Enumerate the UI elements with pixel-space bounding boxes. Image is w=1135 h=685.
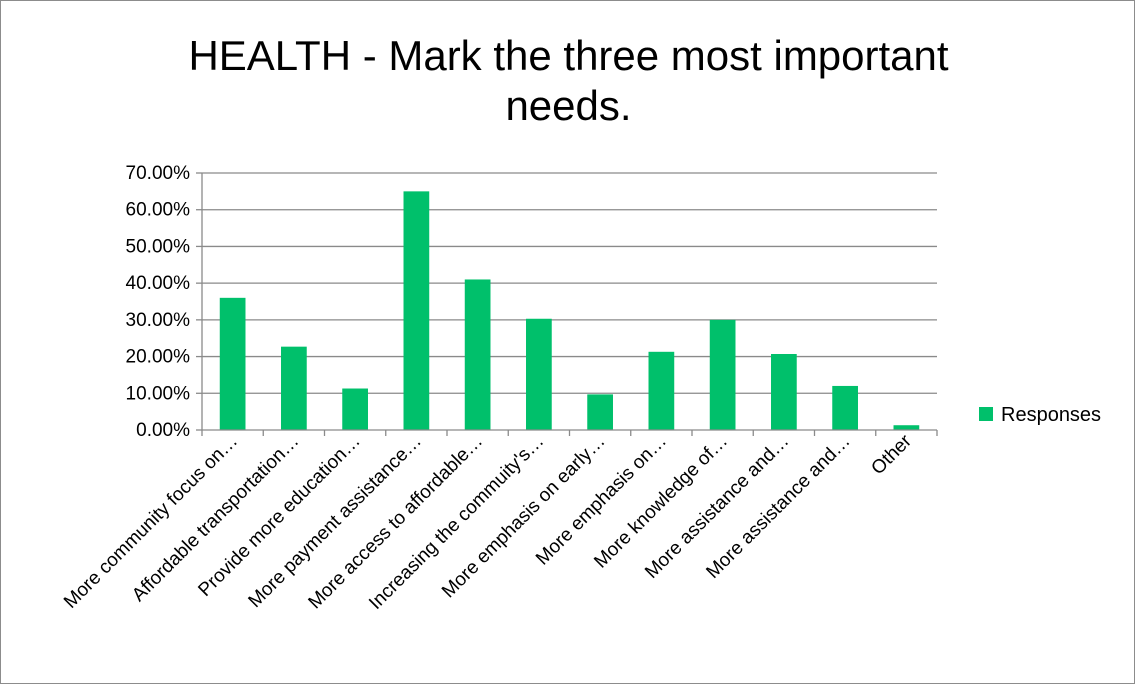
axes xyxy=(201,173,938,436)
y-tick-label: 50.00% xyxy=(126,236,191,257)
bar xyxy=(281,346,307,430)
chart-title-line-2: needs. xyxy=(505,82,632,129)
y-tick-labels: 0.00% 10.00% 20.00% 30.00% 40.00% 50.00% 60.00… xyxy=(126,163,191,441)
chart-title-line-1: HEALTH - Mark the three most important xyxy=(188,32,949,79)
bar xyxy=(709,319,736,430)
y-tick-label: 20.00% xyxy=(126,347,191,368)
bar xyxy=(219,297,246,430)
bar xyxy=(587,394,613,430)
legend: Responses xyxy=(979,404,1101,426)
legend-swatch xyxy=(979,407,993,421)
bar xyxy=(342,388,368,430)
y-tick-label: 0.00% xyxy=(136,420,190,441)
bar xyxy=(403,191,430,430)
bar xyxy=(832,385,858,430)
bar xyxy=(526,318,552,430)
x-category-label: Other xyxy=(867,430,916,479)
bar xyxy=(648,351,675,430)
y-tick-label: 40.00% xyxy=(126,273,191,294)
y-tick-label: 10.00% xyxy=(126,383,191,404)
y-tick-label: 30.00% xyxy=(126,310,191,331)
bars xyxy=(219,191,920,430)
bar xyxy=(464,279,491,430)
x-category-labels: More community focus on…Affordable trans… xyxy=(60,430,916,614)
y-tick-label: 60.00% xyxy=(126,200,191,221)
chart-title: HEALTH - Mark the three most important n… xyxy=(1,31,1135,131)
gridlines xyxy=(196,172,937,431)
bar xyxy=(771,354,797,430)
legend-label: Responses xyxy=(1001,404,1101,426)
bar xyxy=(893,425,920,430)
y-tick-label: 70.00% xyxy=(126,163,191,184)
